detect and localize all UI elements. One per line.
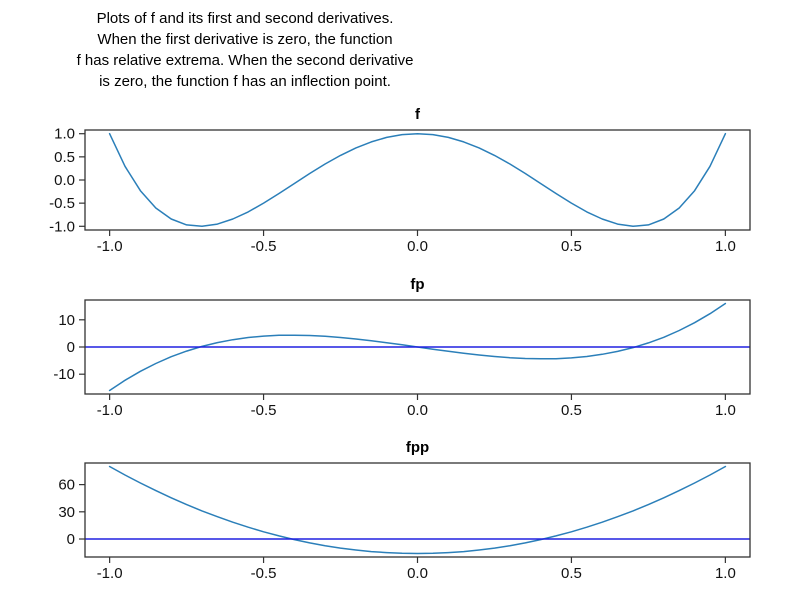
x-tick-label: -1.0 [97, 565, 123, 582]
chart-fpp: -1.0 -0.5 0.0 0.5 1.0 60 30 0 [58, 462, 751, 582]
x-tick-label: -1.0 [97, 402, 123, 419]
y-tick-label: 0.5 [54, 149, 75, 166]
x-tick-label: 0.0 [407, 238, 428, 255]
caption-line-4: is zero, the function f has an inflectio… [99, 73, 391, 90]
x-tick-label: -0.5 [251, 238, 277, 255]
plot-frame [84, 129, 751, 231]
x-tick-label: 1.0 [715, 565, 736, 582]
x-tick-label: 0.5 [561, 565, 582, 582]
curve-f [108, 132, 727, 228]
x-tick-label: 0.5 [561, 402, 582, 419]
x-tick-label: 0.5 [561, 238, 582, 255]
chart-fp: -1.0 -0.5 0.0 0.5 1.0 10 0 -10 [53, 299, 751, 419]
y-tick-label: 1.0 [54, 127, 75, 143]
y-tick-label: -10 [53, 366, 75, 383]
y-tick-label: 0.0 [54, 172, 75, 189]
caption-line-3: f has relative extrema. When the second … [76, 52, 414, 69]
y-tick-label: 10 [58, 312, 75, 329]
x-tick-label: 1.0 [715, 402, 736, 419]
x-tick-label: 0.0 [407, 565, 428, 582]
x-tick-label: -1.0 [97, 238, 123, 255]
chart-f: -1.0 -0.5 0.0 0.5 1.0 1.0 0.5 0.0 -0.5 -1.0 [49, 127, 751, 255]
figure-caption: Plots of f and its first and second deri… [35, 8, 455, 92]
y-tick-label: 60 [58, 477, 75, 494]
y-tick-label: 0 [67, 339, 75, 356]
y-tick-label: -0.5 [49, 195, 75, 212]
caption-line-2: When the first derivative is zero, the f… [97, 31, 393, 48]
plot-frame [84, 299, 751, 395]
y-tick-label: 0 [67, 531, 75, 548]
chart-title-fpp: fpp [405, 439, 430, 456]
x-tick-label: 0.0 [407, 402, 428, 419]
x-tick-label: -0.5 [251, 402, 277, 419]
curve-fpp [108, 465, 727, 555]
caption-line-1: Plots of f and its first and second deri… [96, 10, 394, 27]
x-tick-label: -0.5 [251, 565, 277, 582]
plot-frame [84, 462, 751, 558]
y-tick-label: 30 [58, 504, 75, 521]
chart-title-f: f [415, 106, 420, 123]
x-tick-label: 1.0 [715, 238, 736, 255]
y-tick-label: -1.0 [49, 218, 75, 235]
chart-title-fp: fp [410, 276, 425, 293]
